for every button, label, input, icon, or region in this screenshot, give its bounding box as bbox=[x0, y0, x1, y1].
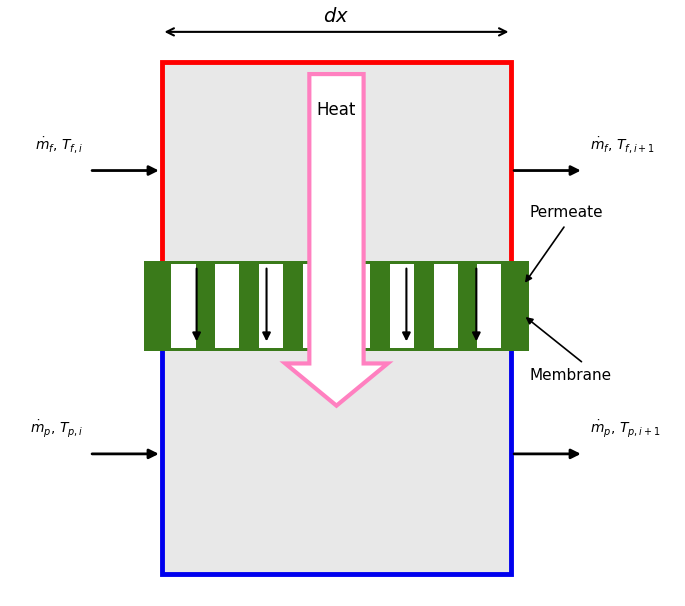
Polygon shape bbox=[285, 74, 388, 405]
Bar bbox=[477, 264, 501, 348]
Bar bbox=[347, 264, 371, 348]
Bar bbox=[303, 264, 327, 348]
Text: $\dot{m}_f$, $T_{f,i+1}$: $\dot{m}_f$, $T_{f,i+1}$ bbox=[590, 136, 655, 156]
Text: $dx$: $dx$ bbox=[323, 7, 349, 26]
Bar bbox=[259, 264, 283, 348]
Text: $\dot{m}_p$, $T_{p,i+1}$: $\dot{m}_p$, $T_{p,i+1}$ bbox=[590, 418, 660, 439]
Bar bbox=[162, 62, 511, 303]
Text: $\dot{m}_p$, $T_{p,i}$: $\dot{m}_p$, $T_{p,i}$ bbox=[30, 418, 84, 439]
Bar bbox=[215, 264, 239, 348]
Bar bbox=[162, 333, 511, 574]
Bar bbox=[144, 261, 530, 351]
Bar bbox=[434, 264, 458, 348]
Bar bbox=[171, 264, 195, 348]
Text: Heat: Heat bbox=[316, 101, 356, 119]
Text: Permeate: Permeate bbox=[530, 205, 603, 220]
Bar bbox=[390, 264, 414, 348]
Text: $\dot{m}_f$, $T_{f,i}$: $\dot{m}_f$, $T_{f,i}$ bbox=[36, 136, 84, 156]
Text: Membrane: Membrane bbox=[530, 368, 612, 383]
